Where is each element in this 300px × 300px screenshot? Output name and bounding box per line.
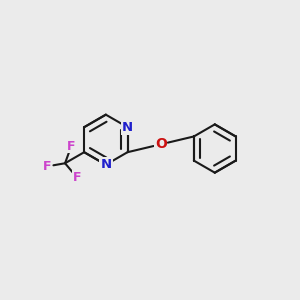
Text: N: N [122, 121, 133, 134]
Text: F: F [73, 171, 81, 184]
Text: F: F [43, 160, 51, 173]
Text: F: F [67, 140, 76, 153]
Text: O: O [155, 137, 167, 151]
Text: N: N [100, 158, 111, 171]
